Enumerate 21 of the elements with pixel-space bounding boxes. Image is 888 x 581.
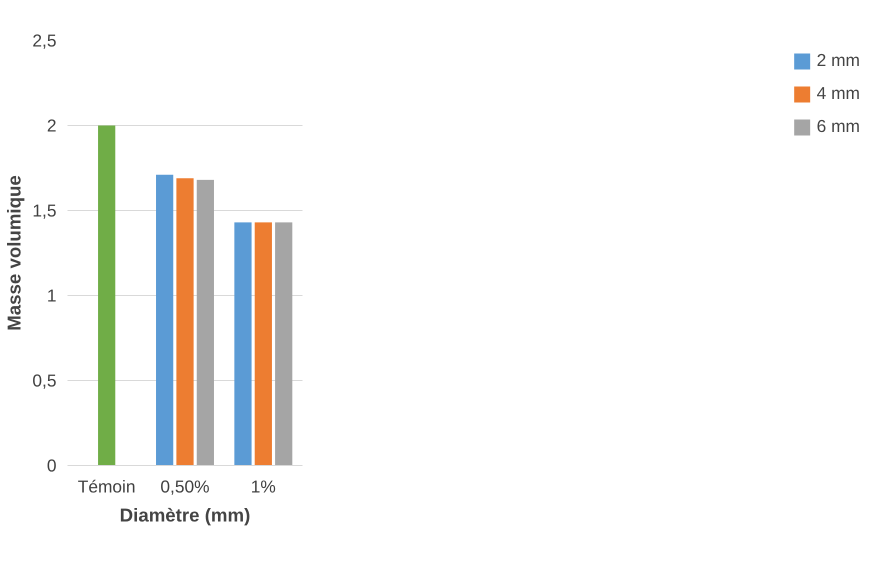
x-axis-title: Diamètre (mm): [120, 504, 250, 526]
bar: [176, 178, 194, 466]
bar: [254, 222, 272, 466]
legend-label: 6 mm: [816, 116, 860, 137]
bar: [275, 222, 292, 466]
bar: [98, 126, 116, 466]
y-tick-label: 2: [46, 116, 57, 136]
y-axis-title: Masse volumique: [3, 175, 24, 331]
y-tick-label: 2,5: [32, 30, 57, 50]
x-tick-label: 0,50%: [160, 476, 210, 496]
y-tick-label: 0,5: [32, 370, 57, 390]
y-tick-label: 1,5: [32, 200, 57, 220]
x-tick-label: Témoin: [78, 476, 136, 496]
legend-label: 2 mm: [816, 50, 860, 71]
bar: [196, 180, 214, 466]
y-tick-label: 1: [46, 286, 57, 306]
x-tick-label: 1%: [250, 476, 276, 496]
bar: [234, 222, 252, 466]
bar: [156, 174, 174, 466]
legend-label: 4 mm: [816, 83, 860, 104]
y-tick-label: 0: [46, 456, 57, 476]
